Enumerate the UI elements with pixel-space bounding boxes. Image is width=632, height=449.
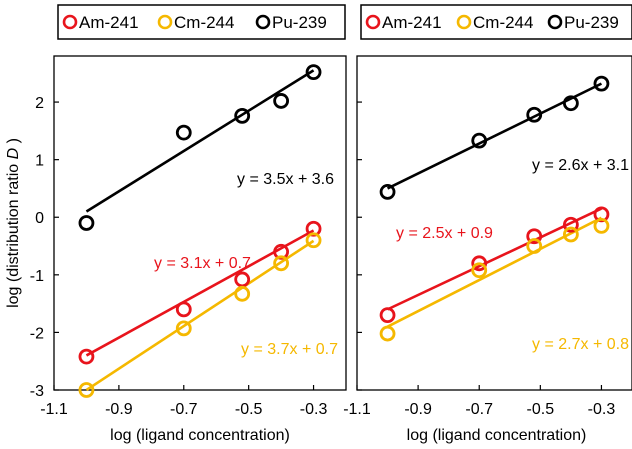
data-point-am-241: [305, 220, 322, 237]
legend-marker-cm-244: [456, 14, 472, 30]
data-point-am-241: [234, 271, 251, 288]
x-tick-label: -0.3: [300, 401, 328, 418]
data-point-pu-239: [562, 95, 579, 112]
legend-marker-am-241: [62, 14, 78, 30]
legend-label-am-241: Am-241: [382, 13, 442, 32]
data-point-pu-239: [273, 93, 290, 109]
legend-label-cm-244: Cm-244: [174, 13, 234, 32]
data-point-am-241: [175, 301, 192, 318]
data-point-cm-244: [471, 262, 488, 279]
data-point-cm-244: [78, 382, 95, 398]
equation-label-cm-244: y = 2.7x + 0.8: [532, 336, 629, 353]
data-point-am-241: [593, 206, 610, 223]
data-point-pu-239: [234, 107, 251, 124]
data-point-pu-239: [379, 184, 396, 200]
y-tick-label: -3: [30, 383, 44, 400]
x-tick-label: -0.5: [235, 401, 263, 418]
data-point-cm-244: [273, 255, 290, 272]
data-point-pu-239: [593, 75, 610, 92]
equation-label-am-241: y = 3.1x + 0.7: [154, 255, 251, 272]
data-point-cm-244: [593, 217, 610, 234]
data-point-pu-239: [305, 64, 322, 81]
legend-marker-cm-244: [157, 14, 173, 30]
data-point-am-241: [273, 243, 290, 260]
fit-line-pu-239: [85, 69, 315, 213]
legend-label-cm-244: Cm-244: [473, 13, 533, 32]
legend-label-pu-239: Pu-239: [272, 13, 327, 32]
data-point-am-241: [379, 307, 396, 324]
legend-marker-pu-239: [547, 14, 563, 30]
fit-line-am-241: [387, 207, 602, 311]
x-axis-title: log (ligand concentration): [407, 427, 587, 444]
x-axis-title: log (ligand concentration): [110, 427, 290, 444]
legend-box: [360, 4, 632, 40]
legend-label-am-241: Am-241: [79, 13, 139, 32]
x-tick-label: -0.9: [404, 401, 432, 418]
data-point-cm-244: [379, 325, 396, 342]
equation-label-pu-239: y = 3.5x + 3.6: [237, 171, 334, 188]
x-tick-label: -0.5: [527, 401, 555, 418]
data-point-am-241: [526, 228, 543, 245]
y-axis-title: log (distribution ratio D ): [5, 138, 22, 308]
plot-frame: [356, 55, 632, 391]
data-point-cm-244: [526, 238, 543, 254]
fit-line-am-241: [85, 229, 315, 357]
legend-marker-am-241: [365, 14, 381, 30]
data-point-am-241: [78, 348, 95, 365]
plot-frame: [53, 55, 347, 391]
data-point-pu-239: [78, 215, 95, 231]
y-tick-label: 2: [35, 95, 44, 112]
panel-1: -1.1 -0.9 -0.7 -0.5 -0.3 -3 -2 -1 0 1 2 log (ligand…: [5, 4, 347, 444]
data-point-cm-244: [175, 320, 192, 337]
x-tick-label: -0.9: [105, 401, 133, 418]
x-tick-label: -1.1: [40, 401, 68, 418]
y-tick-label: -1: [30, 268, 44, 285]
data-point-cm-244: [234, 285, 251, 302]
x-tick-label: -0.7: [465, 401, 493, 418]
equation-label-pu-239: y = 2.6x + 3.1: [532, 157, 629, 174]
equation-label-cm-244: y = 3.7x + 0.7: [241, 341, 338, 358]
data-point-cm-244: [305, 232, 322, 249]
legend-label-pu-239: Pu-239: [564, 13, 619, 32]
data-point-pu-239: [175, 124, 192, 141]
data-point-am-241: [471, 255, 488, 272]
y-tick-label: -2: [30, 325, 44, 342]
x-tick-label: -0.3: [588, 401, 616, 418]
y-tick-label: 1: [35, 153, 44, 170]
data-point-cm-244: [562, 226, 579, 243]
legend-box: [57, 4, 346, 40]
equation-label-am-241: y = 2.5x + 0.9: [396, 225, 493, 242]
data-point-am-241: [562, 216, 579, 233]
data-point-pu-239: [471, 132, 488, 149]
data-point-pu-239: [526, 106, 543, 123]
y-tick-label: 0: [35, 210, 44, 227]
legend-marker-pu-239: [255, 14, 271, 30]
x-tick-label: -0.7: [170, 401, 198, 418]
x-tick-label: -1.1: [343, 401, 371, 418]
